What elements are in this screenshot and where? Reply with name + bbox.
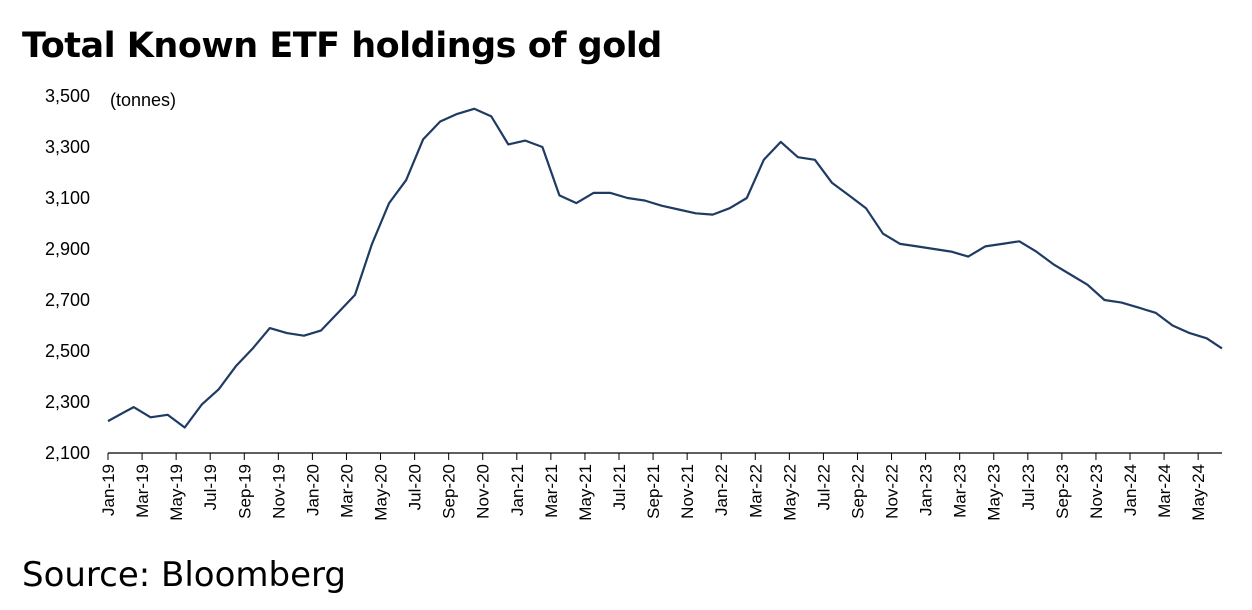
- x-tick-label: Nov-23: [1087, 464, 1106, 519]
- y-tick-label: 2,700: [45, 290, 90, 310]
- x-tick-label: Nov-19: [269, 464, 288, 519]
- x-tick-label: Jul-19: [201, 464, 220, 510]
- y-tick-label: 2,500: [45, 341, 90, 361]
- x-tick-label: May-19: [167, 464, 186, 521]
- x-tick-label: Jul-23: [1019, 464, 1038, 510]
- y-tick-label: 3,500: [45, 86, 90, 106]
- series-line: [107, 107, 1223, 429]
- x-tick-label: Mar-21: [542, 464, 561, 518]
- x-tick-label: Jan-20: [303, 464, 322, 516]
- x-tick-label: Jul-22: [814, 464, 833, 510]
- x-tick-label: Sep-19: [235, 464, 254, 519]
- x-tick-label: Mar-24: [1155, 464, 1174, 518]
- x-tick-label: May-24: [1189, 464, 1208, 521]
- x-tick-label: Nov-22: [883, 464, 902, 519]
- x-tick-label: Mar-19: [133, 464, 152, 518]
- y-axis: 2,100 2,300 2,500 2,700 2,900 3,100 3,300 3,500: [45, 86, 90, 463]
- x-tick-label: Sep-23: [1053, 464, 1072, 519]
- x-tick-label: Jul-20: [406, 464, 425, 510]
- x-tick-label: Jan-24: [1121, 464, 1140, 516]
- x-tick-label: Jul-21: [610, 464, 629, 510]
- x-tick-label: Jan-21: [508, 464, 527, 516]
- y-tick-label: 2,900: [45, 239, 90, 259]
- source-note: Source: Bloomberg: [22, 555, 346, 595]
- x-tick-label: Mar-23: [951, 464, 970, 518]
- x-tick-label: Jan-19: [99, 464, 118, 516]
- x-tick-label: May-21: [576, 464, 595, 521]
- x-tick-label: Jan-22: [712, 464, 731, 516]
- x-tick-label: Jan-23: [917, 464, 936, 516]
- x-tick-label: Nov-20: [474, 464, 493, 519]
- x-axis: Jan-19 Mar-19 May-19 Jul-19 Sep-19 Nov-19 Jan-…: [99, 452, 1222, 521]
- x-tick-label: Mar-20: [337, 464, 356, 518]
- unit-label: (tonnes): [110, 90, 176, 110]
- x-tick-label: Mar-22: [746, 464, 765, 518]
- x-tick-label: May-23: [985, 464, 1004, 521]
- x-tick-label: May-22: [780, 464, 799, 521]
- y-tick-label: 2,300: [45, 392, 90, 412]
- x-tick-label: Sep-21: [644, 464, 663, 519]
- x-tick-label: Sep-22: [848, 464, 867, 519]
- y-tick-label: 3,300: [45, 137, 90, 157]
- x-tick-label: Nov-21: [678, 464, 697, 519]
- chart-title: Total Known ETF holdings of gold: [22, 26, 662, 66]
- x-tick-label: May-20: [372, 464, 391, 521]
- x-tick-label: Sep-20: [440, 464, 459, 519]
- y-tick-label: 3,100: [45, 188, 90, 208]
- y-tick-label: 2,100: [45, 443, 90, 463]
